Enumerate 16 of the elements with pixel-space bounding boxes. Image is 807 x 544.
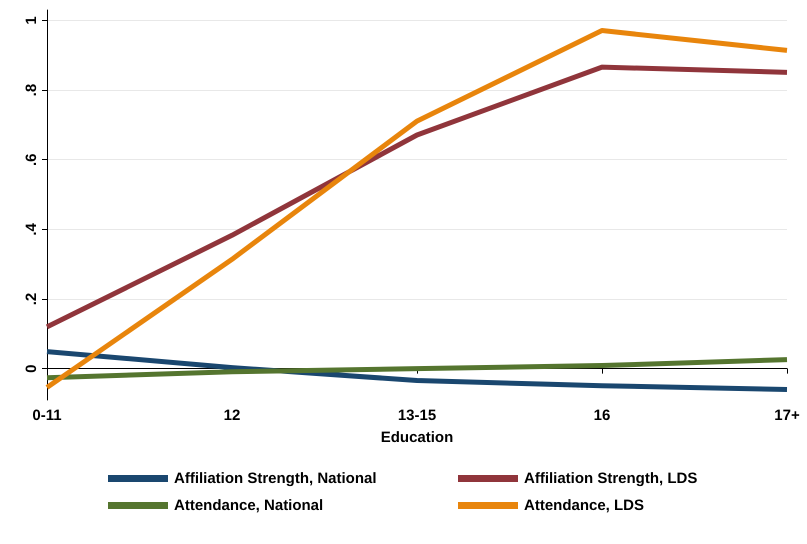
legend-label: Affiliation Strength, LDS xyxy=(524,470,698,487)
y-tick-label: .4 xyxy=(23,222,40,236)
x-tick-label: 0-11 xyxy=(32,407,62,424)
y-tick-label: 1 xyxy=(23,16,40,25)
x-tick-label: 13-15 xyxy=(398,407,436,424)
x-axis-title: Education xyxy=(380,429,454,446)
x-tick-label: 17+ xyxy=(774,407,800,424)
x-tick-label: 12 xyxy=(224,407,240,424)
legend-label: Attendance, LDS xyxy=(524,497,644,514)
legend-label: Attendance, National xyxy=(174,497,324,514)
y-tick-label: .8 xyxy=(23,84,40,96)
y-tick-label: .6 xyxy=(23,153,40,166)
legend-label: Affiliation Strength, National xyxy=(174,470,376,487)
y-tick-label: .2 xyxy=(23,292,40,306)
y-tick-label: 0 xyxy=(23,364,40,373)
x-tick-label: 16 xyxy=(594,407,610,424)
